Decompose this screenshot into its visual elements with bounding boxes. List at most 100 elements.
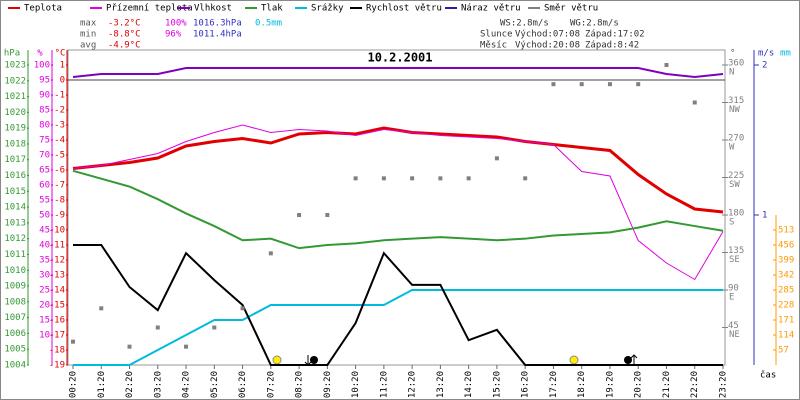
series-line: [72, 124, 724, 281]
arrow-icon: [630, 354, 638, 365]
compass-label: SE: [729, 255, 740, 265]
y-tick-label: 1023: [4, 61, 26, 71]
series-line: [72, 126, 724, 214]
axis-title: %: [37, 49, 43, 59]
y-tick-label: 1018: [4, 139, 26, 149]
x-tick-label: 03:20: [153, 371, 163, 398]
y-tick-label: 270: [728, 134, 744, 144]
y-tick-label: -11: [49, 241, 65, 251]
axis-title: °C: [55, 49, 66, 59]
direction-marker: [155, 325, 160, 330]
legend-label: Rychlost větru: [366, 4, 442, 14]
axis-title: m/s: [758, 49, 774, 59]
x-tick-label: 19:20: [605, 371, 615, 398]
y-tick-label: 2: [762, 61, 767, 71]
y-tick-label: 10: [39, 331, 50, 341]
y-tick-label: 95: [39, 76, 50, 86]
axis-title: mm: [780, 49, 791, 59]
y-tick-label: 100: [34, 61, 50, 71]
moonrise-icon: [624, 356, 632, 364]
y-tick-label: -14: [49, 286, 65, 296]
y-tick-label: -15: [49, 301, 65, 311]
compass-label: NE: [729, 330, 740, 340]
y-tick-label: 30: [39, 271, 50, 281]
y-tick-label: 1017: [4, 155, 26, 165]
x-tick-label: 23:20: [719, 371, 729, 398]
direction-marker: [607, 82, 612, 87]
y-tick-label: 360: [728, 59, 744, 69]
legend-label: Směr větru: [544, 4, 598, 14]
compass-label: W: [729, 143, 735, 153]
direction-marker: [494, 156, 499, 161]
y-tick-label: 0: [60, 76, 65, 86]
direction-marker: [523, 176, 528, 181]
y-tick-label: 1008: [4, 297, 26, 307]
stat: 100%: [165, 19, 187, 29]
y-tick-label: 35: [39, 256, 50, 266]
x-tick-label: 10:20: [351, 371, 361, 398]
y-tick-label: 50: [39, 211, 50, 221]
direction-marker: [127, 344, 132, 349]
y-tick-label: 1021: [4, 92, 26, 102]
y-tick-label: 180: [728, 209, 744, 219]
x-tick-label: 12:20: [408, 371, 418, 398]
legend-label: Přízemní teplota: [106, 4, 193, 14]
y-tick-label: -9: [54, 211, 65, 221]
x-tick-label: 21:20: [662, 371, 672, 398]
chart-title: 10.2.2001: [367, 51, 432, 65]
legend-label: Náraz větru: [461, 4, 521, 14]
x-tick-label: 14:20: [464, 371, 474, 398]
y-tick-label: 1019: [4, 124, 26, 134]
y-tick-label: 60: [39, 181, 50, 191]
y-tick-label: 513: [778, 226, 794, 236]
y-tick-label: 90: [728, 284, 739, 294]
y-tick-label: 80: [39, 121, 50, 131]
y-tick-label: 1: [60, 61, 65, 71]
stat: -4.9°C: [108, 41, 141, 51]
astro: Západ:8:42: [585, 41, 639, 51]
y-tick-label: 1009: [4, 282, 26, 292]
astro: WS:2.8m/s: [500, 19, 549, 29]
y-tick-label: -8: [54, 196, 65, 206]
y-tick-label: -12: [49, 256, 65, 266]
direction-marker: [579, 82, 584, 87]
y-tick-label: 1022: [4, 76, 26, 86]
y-tick-label: 399: [778, 256, 794, 266]
direction-marker: [268, 251, 273, 256]
x-tick-label: 00:20: [69, 371, 79, 398]
y-tick-label: 65: [39, 166, 50, 176]
direction-marker: [636, 82, 641, 87]
sunset-icon: [569, 355, 579, 365]
legend-label: Tlak: [261, 4, 283, 14]
y-tick-label: 1004: [4, 361, 26, 371]
x-tick-label: 22:20: [690, 371, 700, 398]
y-tick-label: -13: [49, 271, 65, 281]
y-tick-label: 1012: [4, 234, 26, 244]
astro: Východ:07:08: [515, 30, 580, 40]
y-tick-label: -4: [54, 136, 65, 146]
y-tick-label: 57: [778, 346, 789, 356]
direction-marker: [353, 176, 358, 181]
direction-marker: [325, 213, 330, 217]
compass-label: N: [729, 68, 734, 78]
x-tick-label: 01:20: [97, 371, 107, 398]
legend-label: Vlhkost: [194, 4, 232, 14]
stat-label: min: [80, 30, 96, 40]
stat: -8.8°C: [108, 30, 141, 40]
astro: Měsíc: [480, 41, 507, 51]
plot-area: [67, 49, 726, 366]
stat: 1016.3hPa: [193, 19, 242, 29]
x-tick-label: 02:20: [125, 371, 135, 398]
astro: Slunce: [480, 30, 513, 40]
y-tick-label: 1007: [4, 313, 26, 323]
x-tick-label: 15:20: [492, 371, 502, 398]
y-tick-label: -19: [49, 361, 65, 371]
x-tick-label: 06:20: [238, 371, 248, 398]
direction-marker: [71, 339, 75, 344]
y-tick-label: 20: [39, 301, 50, 311]
series-line: [73, 289, 723, 366]
y-tick-label: 135: [728, 246, 744, 256]
y-tick-label: 315: [728, 96, 744, 106]
direction-marker: [184, 344, 189, 349]
direction-marker: [99, 306, 104, 311]
